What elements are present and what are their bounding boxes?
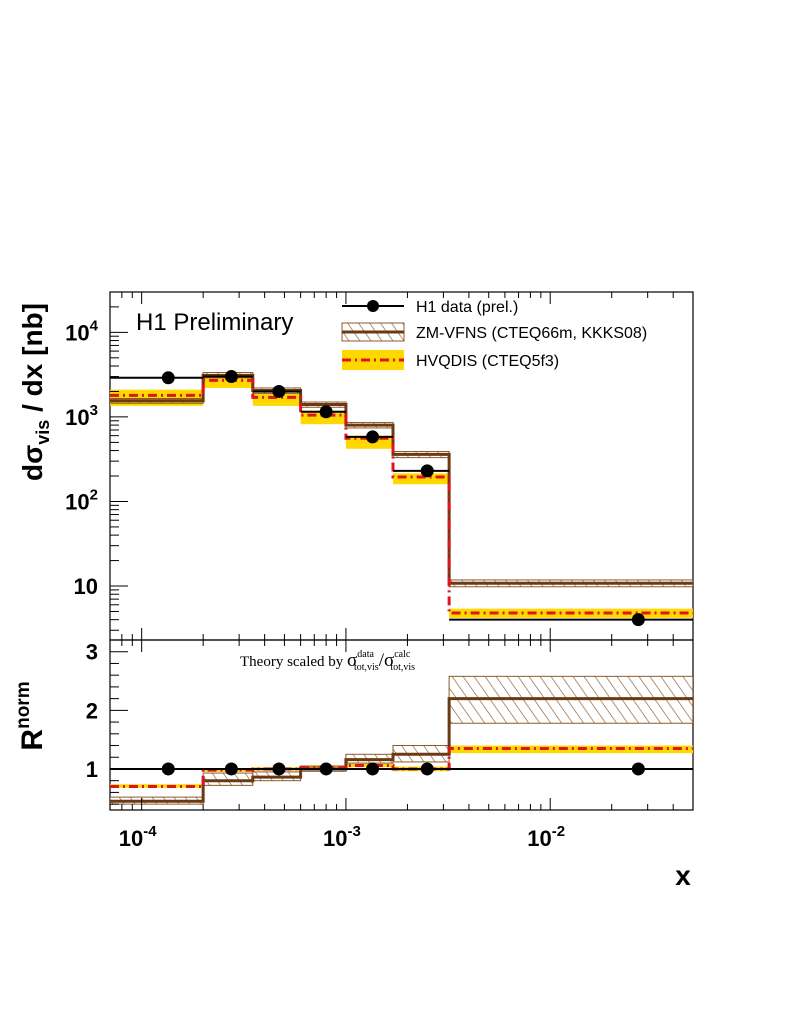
bottom-y-tick-label-1: 2 [86, 698, 98, 723]
bottom-data-point-6 [631, 762, 645, 776]
top-data-point-0 [161, 371, 175, 385]
top-data-point-1 [224, 370, 238, 384]
top-y-tick-label-2: 102 [65, 486, 98, 514]
bottom-data-point-0 [161, 762, 175, 776]
top-hvqdis-band-1 [203, 377, 253, 388]
x-axis-label: x [675, 860, 691, 891]
top-hvqdis-line [110, 378, 693, 615]
theory-note: Theory scaled by σdata tot,vis/σcalc tot,v… [240, 649, 415, 673]
top-lines [110, 370, 693, 627]
top-data-point-6 [631, 613, 645, 627]
bottom-y-tick-label-0: 1 [86, 757, 98, 782]
legend-item-zmvfns: ZM-VFNS (CTEQ66m, KKKS08) [341, 322, 647, 342]
top-zmvfns-line [110, 373, 693, 585]
top-bands [110, 372, 693, 618]
bottom-bands [110, 675, 693, 805]
legend-label-zmvfns: ZM-VFNS (CTEQ66m, KKKS08) [416, 325, 647, 342]
legend-item-data: H1 data (prel.) [342, 299, 518, 316]
legend-label-data: H1 data (prel.) [416, 299, 518, 316]
bottom-data-point-1 [224, 762, 238, 776]
top-hvqdis-band-5 [393, 473, 450, 485]
top-data-point-3 [319, 405, 333, 419]
top-data-point-5 [420, 464, 434, 478]
top-x-ticks [109, 292, 694, 640]
bottom-data-point-3 [319, 762, 333, 776]
bottom-y-axis: 1 2 3 [86, 640, 128, 805]
bottom-panel: 1 2 3 10-4 10-3 10-2 [86, 639, 694, 851]
x-tick-label-1: 10-3 [323, 823, 361, 851]
top-frame [109, 291, 694, 641]
top-y-tick-label-1: 103 [65, 402, 98, 430]
bottom-data-point-4 [366, 762, 380, 776]
top-y-axis: 104 103 102 10 [65, 291, 128, 631]
bottom-data-point-5 [420, 762, 434, 776]
top-y-tick-label-3: 10 [74, 574, 98, 599]
legend-item-hvqdis: HVQDIS (CTEQ5f3) [342, 350, 559, 370]
top-data-point-2 [272, 384, 286, 398]
legend-label-hvqdis: HVQDIS (CTEQ5f3) [416, 353, 559, 370]
preliminary-label: H1 Preliminary [136, 309, 293, 336]
top-y-axis-label: dσvis / dx [nb] [17, 303, 53, 481]
bottom-lines [110, 697, 693, 803]
bottom-hvqdis-band-6 [449, 745, 693, 754]
bottom-data-point-2 [272, 762, 286, 776]
bottom-y-tick-label-2: 3 [86, 640, 98, 665]
top-panel: 104 103 102 10 [65, 291, 694, 641]
bottom-y-axis-label: Rnorm [13, 681, 49, 750]
top-y-tick-label-0: 104 [65, 317, 98, 345]
x-tick-label-2: 10-2 [527, 823, 565, 851]
x-tick-label-0: 10-4 [119, 823, 157, 851]
top-data-point-4 [366, 430, 380, 444]
bottom-x-axis: 10-4 10-3 10-2 [109, 640, 694, 851]
bottom-frame [109, 639, 694, 811]
legend: H1 data (prel.) ZM-VFNS (CTEQ66m, KKKS08… [341, 299, 647, 370]
